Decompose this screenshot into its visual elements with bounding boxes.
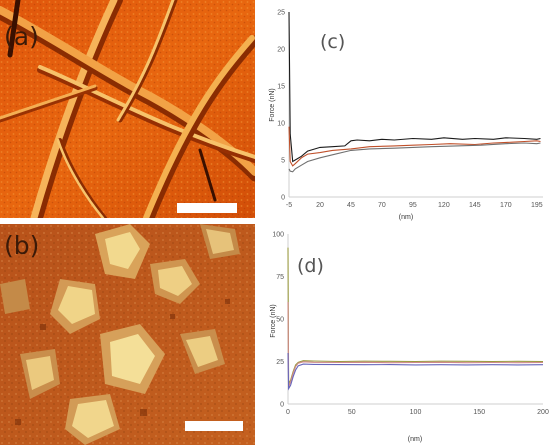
chart-d-ytick-label: 50 [276, 317, 284, 324]
chart-c-xtick-label: 195 [531, 202, 543, 209]
chart-c-ylabel: Force (nN) [269, 88, 276, 121]
chart-d-xtick-label: 200 [537, 409, 549, 416]
chart-c-series-line-2 [288, 126, 541, 167]
chart-c-ytick-label: 0 [281, 195, 285, 202]
afm-image-a: (a) [0, 0, 255, 218]
chart-c-ytick-label: 15 [277, 84, 285, 91]
chart-c-xtick-label: 120 [438, 202, 450, 209]
chart-c-xtick-label: 20 [316, 202, 324, 209]
chart-c-panel-label: (c) [320, 31, 345, 53]
chart-c-ytick-label: 10 [277, 121, 285, 128]
chart-c-xtick-label: 45 [347, 202, 355, 209]
chart-d-ytick-label: 25 [276, 359, 284, 366]
scale-bar-a [177, 203, 237, 213]
chart-c-series-line-1 [288, 11, 541, 163]
chart-c-xtick-label: 145 [469, 202, 481, 209]
chart-d-xtick-label: 0 [286, 409, 290, 416]
chart-c-xtick-label: -5 [286, 202, 292, 209]
afm-image-b-graphic [0, 224, 255, 445]
chart-d-ylabel: Force (nN) [270, 304, 277, 337]
chart-d-series-line-2 [287, 301, 544, 388]
chart-c-ytick-label: 20 [277, 47, 285, 54]
chart-d-panel-label: (d) [297, 255, 324, 277]
panel-label-a: (a) [4, 22, 39, 51]
chart-d-ytick-label: 0 [280, 402, 284, 409]
chart-c-xtick-label: 95 [409, 202, 417, 209]
force-curve-chart-d: (d) Force (nN) (nm) 0 50 100 150 200 0 25 50 75 1… [270, 232, 549, 444]
chart-d-ytick-label: 100 [272, 232, 284, 239]
afm-image-a-graphic [0, 0, 255, 218]
chart-c-xlabel: (nm) [399, 214, 413, 221]
afm-image-b: (b) [0, 224, 255, 445]
scale-bar-b [185, 421, 243, 431]
chart-d-xtick-label: 150 [473, 409, 485, 416]
chart-c-ytick-label: 5 [281, 158, 285, 165]
chart-d-series-line-3 [287, 352, 544, 391]
chart-d-xtick-label: 50 [348, 409, 356, 416]
chart-d-ytick-label: 75 [276, 274, 284, 281]
force-curve-chart-c: (c) Force (nN) (nm) -5 20 45 70 95 120 145 170 1… [269, 10, 543, 221]
chart-c-ytick-label: 25 [277, 10, 285, 17]
chart-d-xlabel: (nm) [408, 436, 422, 443]
chart-d-series-line-1 [287, 247, 544, 386]
chart-d-xtick-label: 100 [410, 409, 422, 416]
chart-c-xtick-label: 170 [500, 202, 512, 209]
chart-c-xtick-label: 70 [378, 202, 386, 209]
chart-c-series-line-3 [288, 142, 541, 173]
panel-label-b: (b) [4, 231, 40, 260]
